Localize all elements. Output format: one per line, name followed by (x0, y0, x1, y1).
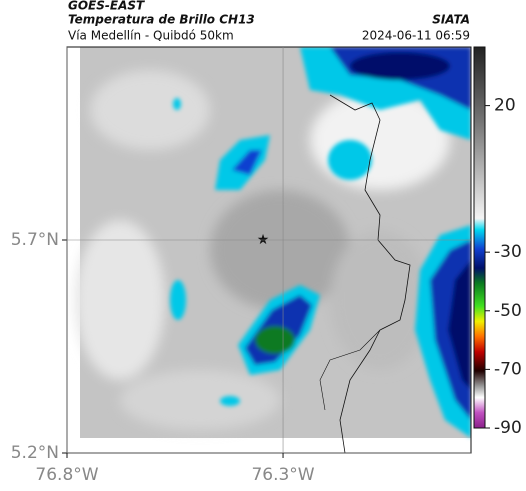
lat-tick-label: 5.2°N (11, 443, 59, 463)
lon-tick-label: 76.8°W (35, 465, 98, 485)
satellite: GOES-EAST (68, 0, 145, 13)
source: SIATA (432, 13, 470, 27)
colorbar-tick-label: -70 (494, 359, 522, 379)
colorbar-tick-label: -30 (494, 242, 522, 262)
colorbar-tick-label: 20 (494, 96, 516, 116)
product: Temperatura de Brillo CH13 (68, 13, 255, 27)
timestamp: 2024-06-11 06:59 (362, 29, 470, 43)
colorbar-tick-label: -90 (494, 418, 522, 438)
colorbar (473, 46, 486, 429)
lat-tick-label: 5.7°N (11, 230, 59, 250)
colorbar-tick-label: -50 (494, 301, 522, 321)
lon-tick-label: 76.3°W (251, 465, 314, 485)
imagery: ★ (67, 47, 471, 453)
subtitle: Vía Medellín - Quibdó 50km (68, 29, 234, 43)
